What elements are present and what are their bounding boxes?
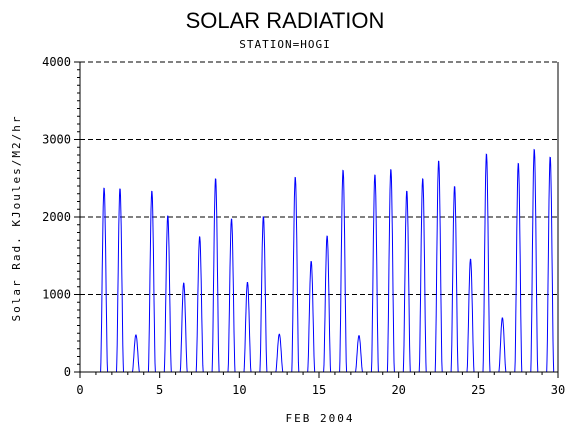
x-tick-label: 0 (76, 383, 83, 397)
y-tick-label: 4000 (42, 55, 71, 69)
y-tick-label: 1000 (42, 288, 71, 302)
x-tick-label: 30 (551, 383, 565, 397)
series-layer (95, 148, 558, 373)
x-axis-label: FEB 2004 (286, 412, 355, 425)
y-tick-label: 3000 (42, 133, 71, 147)
y-tick-label: 2000 (42, 210, 71, 224)
axes: 0 1000 2000 3000 4000 0 5 10 15 20 25 30 (42, 55, 565, 397)
x-tick-label: 15 (312, 383, 326, 397)
y-axis-label: Solar Rad. KJoules/M2/hr (10, 115, 23, 322)
x-tick-label: 10 (232, 383, 246, 397)
chart-title: SOLAR RADIATION (186, 8, 385, 33)
chart-subtitle: STATION=HOGI (239, 38, 330, 51)
x-tick-label: 20 (391, 383, 405, 397)
axis-frame (79, 62, 559, 373)
x-tick-label: 25 (471, 383, 485, 397)
grid-lines (80, 61, 558, 295)
solar-radiation-series-line (95, 148, 558, 373)
y-tick-label: 0 (64, 365, 71, 379)
x-tick-label: 5 (156, 383, 163, 397)
